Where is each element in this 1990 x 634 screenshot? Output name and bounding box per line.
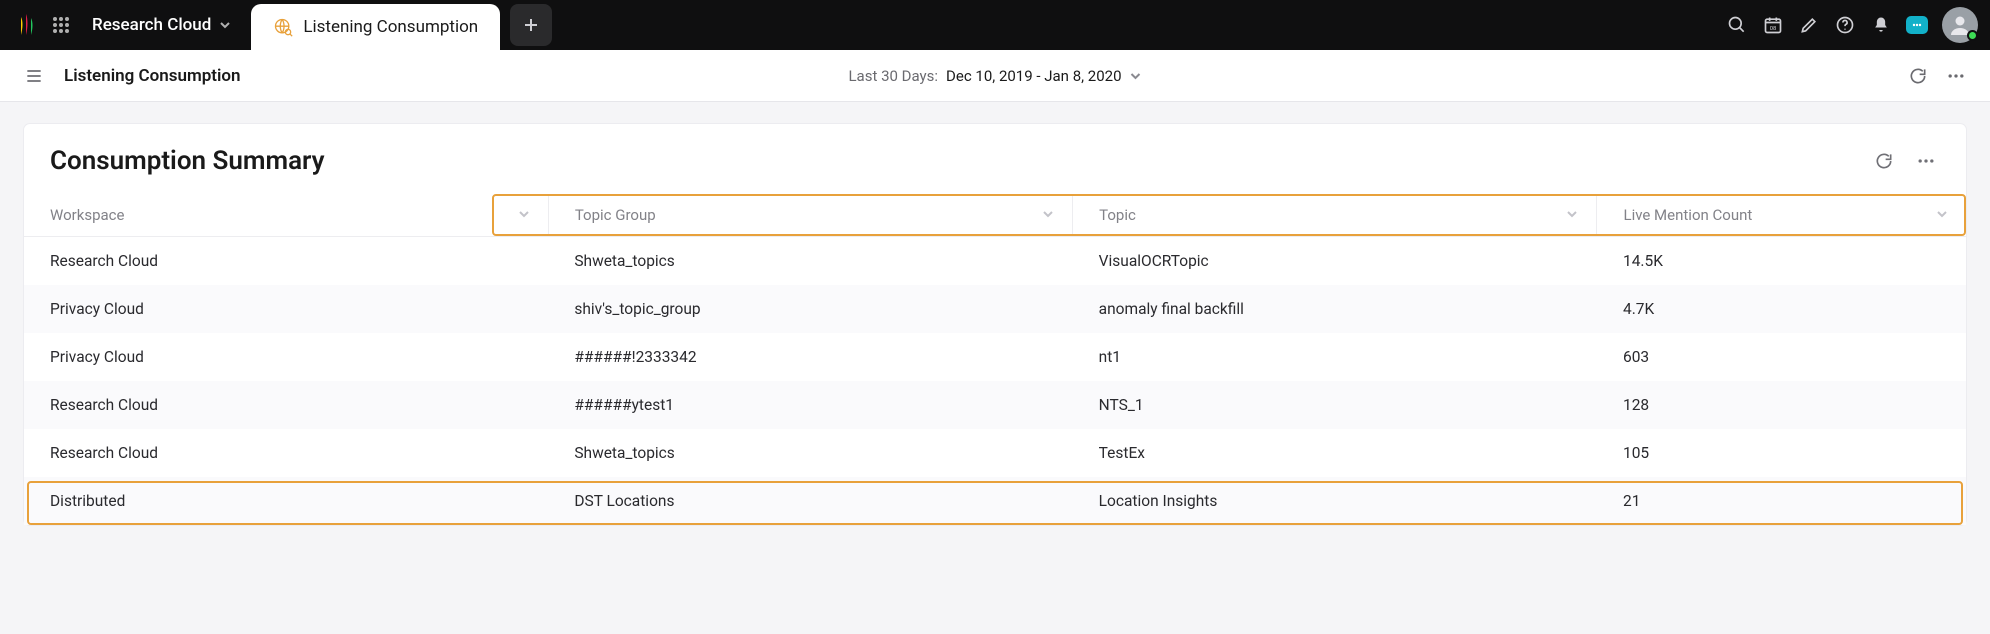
cell-count: 21 bbox=[1597, 477, 1966, 525]
table-row[interactable]: Privacy Cloudshiv's_topic_groupanomaly f… bbox=[24, 285, 1966, 333]
cell-topic_group: ######!2333342 bbox=[548, 333, 1072, 381]
globe-listen-icon bbox=[273, 17, 293, 37]
more-menu-icon[interactable] bbox=[1942, 62, 1970, 90]
cell-workspace: Distributed bbox=[24, 477, 548, 525]
cell-workspace: Research Cloud bbox=[24, 237, 548, 286]
cell-topic_group: DST Locations bbox=[548, 477, 1072, 525]
cell-count: 603 bbox=[1597, 333, 1966, 381]
cell-topic: Location Insights bbox=[1073, 477, 1597, 525]
column-label: Topic bbox=[1099, 206, 1136, 224]
date-range: Dec 10, 2019 - Jan 8, 2020 bbox=[946, 67, 1121, 85]
consumption-table: Workspace Topic Group bbox=[24, 194, 1966, 525]
chevron-down-icon bbox=[1566, 206, 1578, 224]
table-row[interactable]: Research CloudShweta_topicsVisualOCRTopi… bbox=[24, 237, 1966, 286]
search-icon[interactable] bbox=[1720, 8, 1754, 42]
workspace-label: Research Cloud bbox=[92, 15, 211, 35]
add-tab-button[interactable] bbox=[510, 4, 552, 46]
column-header-topic-group[interactable]: Topic Group bbox=[548, 194, 1072, 237]
table-row[interactable]: DistributedDST LocationsLocation Insight… bbox=[24, 477, 1966, 525]
chevron-down-icon bbox=[1042, 206, 1054, 224]
card-refresh-icon[interactable] bbox=[1870, 147, 1898, 175]
cell-topic: NTS_1 bbox=[1073, 381, 1597, 429]
chat-icon[interactable] bbox=[1900, 8, 1934, 42]
presence-dot bbox=[1967, 30, 1978, 41]
chevron-down-icon bbox=[518, 206, 530, 224]
table-row[interactable]: Privacy Cloud######!2333342nt1603 bbox=[24, 333, 1966, 381]
cell-topic: nt1 bbox=[1073, 333, 1597, 381]
cell-count: 128 bbox=[1597, 381, 1966, 429]
card-more-icon[interactable] bbox=[1912, 147, 1940, 175]
bell-icon[interactable] bbox=[1864, 8, 1898, 42]
table-row[interactable]: Research Cloud######ytest1NTS_1128 bbox=[24, 381, 1966, 429]
date-prefix: Last 30 Days: bbox=[848, 67, 938, 85]
consumption-summary-card: Consumption Summary Workspace bbox=[24, 124, 1966, 525]
calendar-icon[interactable]: 08 bbox=[1756, 8, 1790, 42]
tab-label: Listening Consumption bbox=[303, 17, 478, 37]
page-body: Consumption Summary Workspace bbox=[0, 102, 1990, 547]
brand-logo bbox=[12, 11, 40, 39]
column-header-topic[interactable]: Topic bbox=[1073, 194, 1597, 237]
top-bar: Research Cloud Listening Consumption bbox=[0, 0, 1990, 50]
cell-topic: TestEx bbox=[1073, 429, 1597, 477]
column-label: Workspace bbox=[50, 206, 124, 224]
column-header-live-mention-count[interactable]: Live Mention Count bbox=[1597, 194, 1966, 237]
cell-count: 14.5K bbox=[1597, 237, 1966, 286]
date-range-picker[interactable]: Last 30 Days: Dec 10, 2019 - Jan 8, 2020 bbox=[848, 67, 1141, 85]
help-icon[interactable] bbox=[1828, 8, 1862, 42]
column-header-workspace[interactable]: Workspace bbox=[24, 194, 548, 237]
cell-count: 105 bbox=[1597, 429, 1966, 477]
cell-topic_group: ######ytest1 bbox=[548, 381, 1072, 429]
cell-workspace: Research Cloud bbox=[24, 381, 548, 429]
tab-strip: Listening Consumption bbox=[251, 0, 552, 50]
cell-topic_group: shiv's_topic_group bbox=[548, 285, 1072, 333]
refresh-icon[interactable] bbox=[1904, 62, 1932, 90]
workspace-switcher[interactable]: Research Cloud bbox=[82, 15, 241, 35]
cell-topic: anomaly final backfill bbox=[1073, 285, 1597, 333]
cell-topic: VisualOCRTopic bbox=[1073, 237, 1597, 286]
tab-listening-consumption[interactable]: Listening Consumption bbox=[251, 4, 500, 50]
column-label: Topic Group bbox=[575, 206, 656, 224]
chevron-down-icon bbox=[1130, 70, 1142, 82]
table-row[interactable]: Research CloudShweta_topicsTestEx105 bbox=[24, 429, 1966, 477]
edit-pencil-icon[interactable] bbox=[1792, 8, 1826, 42]
chevron-down-icon bbox=[1936, 206, 1948, 224]
sub-header: Listening Consumption Last 30 Days: Dec … bbox=[0, 50, 1990, 102]
hamburger-menu-icon[interactable] bbox=[20, 62, 48, 90]
svg-text:08: 08 bbox=[1770, 26, 1777, 32]
chevron-down-icon bbox=[219, 19, 231, 31]
cell-workspace: Privacy Cloud bbox=[24, 333, 548, 381]
card-title: Consumption Summary bbox=[50, 146, 325, 176]
user-avatar[interactable] bbox=[1942, 7, 1978, 43]
cell-count: 4.7K bbox=[1597, 285, 1966, 333]
cell-topic_group: Shweta_topics bbox=[548, 237, 1072, 286]
apps-grid-icon[interactable] bbox=[44, 8, 78, 42]
column-label: Live Mention Count bbox=[1623, 206, 1752, 224]
cell-workspace: Research Cloud bbox=[24, 429, 548, 477]
page-title: Listening Consumption bbox=[64, 66, 241, 86]
cell-topic_group: Shweta_topics bbox=[548, 429, 1072, 477]
topbar-right: 08 bbox=[1720, 7, 1978, 43]
cell-workspace: Privacy Cloud bbox=[24, 285, 548, 333]
